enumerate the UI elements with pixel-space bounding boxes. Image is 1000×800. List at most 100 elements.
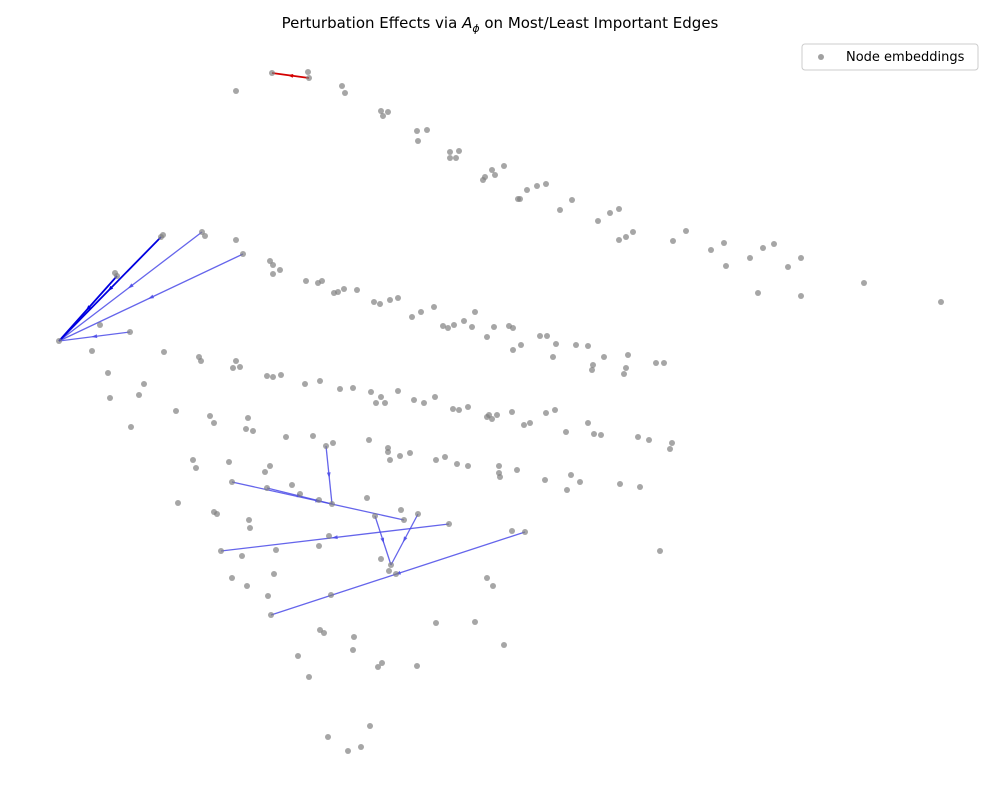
node-point <box>226 459 232 465</box>
node-point <box>492 172 498 178</box>
node-point <box>271 571 277 577</box>
node-point <box>265 593 271 599</box>
node-point <box>325 734 331 740</box>
node-point <box>771 241 777 247</box>
node-point <box>97 322 103 328</box>
node-point <box>433 620 439 626</box>
node-point <box>447 149 453 155</box>
node-point <box>573 342 579 348</box>
node-point <box>335 289 341 295</box>
edge-other-arrowhead <box>326 472 331 479</box>
legend-frame <box>801 43 979 71</box>
node-point <box>497 474 503 480</box>
node-point <box>683 228 689 234</box>
node-point <box>382 400 388 406</box>
edge-other-arrowhead <box>127 283 134 289</box>
node-point <box>175 500 181 506</box>
node-point <box>407 450 413 456</box>
node-point <box>277 267 283 273</box>
node-point <box>161 349 167 355</box>
node-point <box>489 167 495 173</box>
node-point <box>337 386 343 392</box>
node-point <box>247 525 253 531</box>
node-point <box>938 299 944 305</box>
node-point <box>326 533 332 539</box>
node-point <box>278 372 284 378</box>
node-point <box>646 437 652 443</box>
node-point <box>543 410 549 416</box>
node-point <box>518 342 524 348</box>
node-point <box>514 467 520 473</box>
node-point <box>484 575 490 581</box>
node-point <box>432 394 438 400</box>
node-point <box>262 469 268 475</box>
node-point <box>798 255 804 261</box>
node-point <box>537 333 543 339</box>
node-point <box>445 325 451 331</box>
node-point <box>239 553 245 559</box>
node-point <box>270 374 276 380</box>
node-point <box>319 278 325 284</box>
node-point <box>295 653 301 659</box>
node-point <box>211 420 217 426</box>
node-point <box>421 400 427 406</box>
node-point <box>386 568 392 574</box>
node-point <box>385 109 391 115</box>
node-point <box>431 304 437 310</box>
node-point <box>442 454 448 460</box>
node-point <box>316 497 322 503</box>
node-point <box>354 287 360 293</box>
node-point <box>387 457 393 463</box>
node-point <box>590 362 596 368</box>
node-point <box>267 463 273 469</box>
node-point <box>501 642 507 648</box>
node-point <box>378 394 384 400</box>
node-point <box>323 443 329 449</box>
node-point <box>465 463 471 469</box>
node-point <box>351 634 357 640</box>
node-point <box>339 83 345 89</box>
node-point <box>127 329 133 335</box>
node-point <box>378 556 384 562</box>
node-point <box>367 723 373 729</box>
node-point <box>667 446 673 452</box>
node-point <box>755 290 761 296</box>
node-point <box>330 440 336 446</box>
node-point <box>798 293 804 299</box>
node-point <box>273 547 279 553</box>
chart-title-prefix: Perturbation Effects via <box>282 14 462 32</box>
node-point <box>653 360 659 366</box>
chart-title-subscript: ϕ <box>472 22 479 35</box>
node-point <box>306 75 312 81</box>
node-point <box>669 440 675 446</box>
edge-other-arrowhead <box>403 536 408 543</box>
node-point <box>310 433 316 439</box>
node-point <box>414 663 420 669</box>
node-point <box>395 388 401 394</box>
node-point <box>233 237 239 243</box>
node-point <box>550 354 556 360</box>
edge-least-important-arrowhead <box>287 73 294 78</box>
node-point <box>366 437 372 443</box>
node-point <box>489 416 495 422</box>
node-point <box>621 371 627 377</box>
node-point <box>456 407 462 413</box>
node-point <box>372 513 378 519</box>
chart-title: Perturbation Effects via Aϕ on Most/Leas… <box>282 14 719 35</box>
node-point <box>585 343 591 349</box>
node-point <box>747 255 753 261</box>
node-point <box>670 238 676 244</box>
node-point <box>415 511 421 517</box>
node-point <box>158 234 164 240</box>
node-point <box>568 472 574 478</box>
node-point <box>542 477 548 483</box>
node-point <box>375 664 381 670</box>
node-point <box>385 449 391 455</box>
chart-title-suffix: on Most/Least Important Edges <box>480 14 719 32</box>
node-point <box>397 453 403 459</box>
node-point <box>721 240 727 246</box>
node-point <box>105 370 111 376</box>
node-point <box>409 314 415 320</box>
node-point <box>358 744 364 750</box>
node-point <box>246 517 252 523</box>
